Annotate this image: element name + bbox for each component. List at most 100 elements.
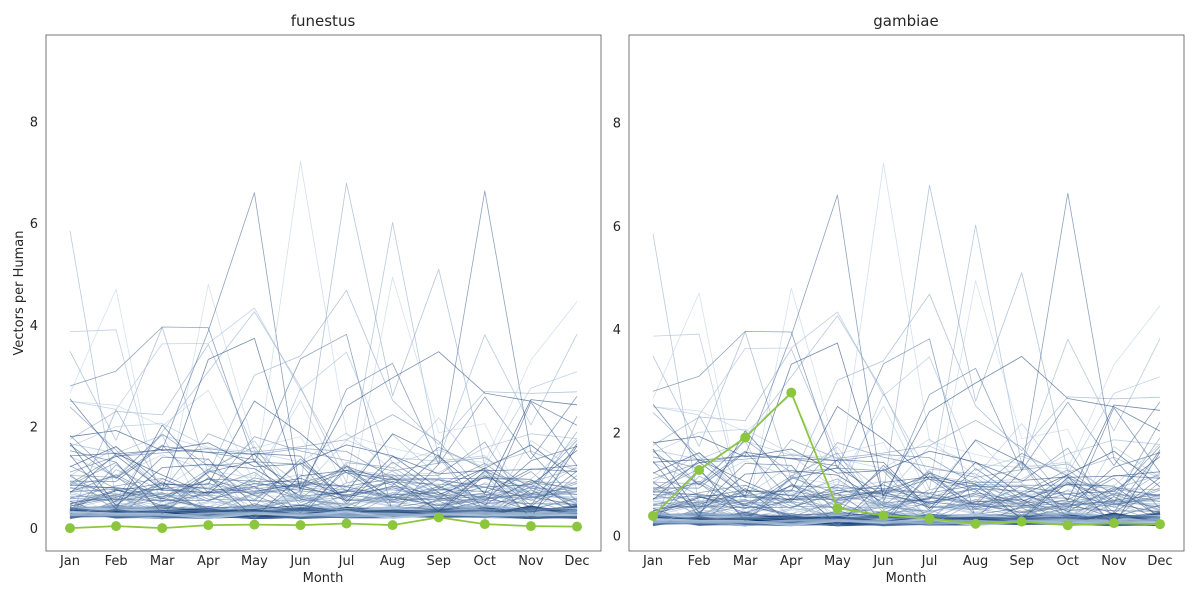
- x-axis-label: Month: [886, 571, 927, 586]
- background-series-line: [652, 224, 1161, 507]
- background-series-line: [652, 163, 1161, 491]
- background-series-group: [652, 163, 1161, 527]
- y-tick-label: 6: [613, 220, 621, 235]
- highlight-point: [479, 519, 490, 530]
- background-series-line: [652, 445, 1161, 526]
- x-tick-label: Feb: [688, 554, 711, 569]
- y-tick-label: 2: [613, 426, 621, 441]
- background-series-line: [652, 451, 1161, 526]
- background-series-line: [652, 342, 1161, 497]
- background-series-line: [69, 445, 578, 519]
- background-series-line: [69, 450, 578, 515]
- background-series-line: [69, 222, 578, 500]
- x-tick-label: Jun: [872, 554, 893, 569]
- highlight-series-group: [65, 512, 582, 534]
- highlight-point: [740, 432, 751, 443]
- x-tick-label: Jul: [921, 554, 938, 569]
- background-series-line: [69, 439, 578, 519]
- background-series-line: [69, 430, 578, 489]
- background-series-line: [69, 489, 578, 519]
- background-series-line: [69, 399, 578, 507]
- highlight-point: [970, 518, 981, 529]
- x-tick-label: May: [241, 554, 268, 569]
- background-series-line: [69, 475, 578, 511]
- x-tick-label: Jul: [338, 554, 355, 569]
- highlight-point: [832, 503, 843, 514]
- background-series-line: [652, 430, 1161, 526]
- background-series-line: [652, 449, 1161, 513]
- highlight-point: [433, 512, 444, 523]
- x-tick-label: Aug: [380, 554, 405, 569]
- x-tick-label: Sep: [426, 554, 451, 569]
- x-tick-labels: Jan Feb Mar Apr May Jun Jul Aug Sep Oct Nov Dec: [642, 554, 1173, 569]
- y-tick-label: 2: [30, 420, 38, 435]
- highlight-point: [924, 513, 935, 524]
- panel-title: gambiae: [873, 12, 938, 30]
- plot-frame: [628, 34, 1185, 552]
- y-tick-label: 0: [613, 530, 621, 545]
- background-series-line: [652, 293, 1161, 481]
- highlight-point: [387, 520, 398, 531]
- x-tick-label: Dec: [1147, 554, 1172, 569]
- background-series-group: [69, 161, 578, 520]
- highlight-point: [1155, 519, 1165, 530]
- y-tick-labels: 0 2 4 6 8: [613, 117, 621, 545]
- y-tick-label: 0: [30, 522, 38, 537]
- x-tick-label: Mar: [733, 554, 758, 569]
- y-tick-label: 4: [30, 319, 38, 334]
- x-tick-label: Apr: [780, 554, 803, 569]
- background-series-line: [69, 443, 578, 506]
- background-series-line: [69, 504, 578, 514]
- background-series-line: [652, 518, 1161, 525]
- highlight-point: [341, 518, 352, 529]
- y-tick-label: 8: [613, 117, 621, 132]
- highlight-point: [878, 510, 889, 521]
- highlight-point: [1016, 516, 1027, 527]
- x-tick-label: Aug: [963, 554, 988, 569]
- highlight-point: [111, 521, 122, 532]
- x-tick-label: Apr: [197, 554, 220, 569]
- highlight-point: [1108, 518, 1119, 529]
- background-series-line: [69, 326, 578, 514]
- panel-gambiae: gambiae Month Jan Feb Mar Apr May Jun Jul Aug Se…: [613, 12, 1185, 586]
- x-tick-label: Nov: [518, 554, 544, 569]
- x-tick-label: Feb: [105, 554, 128, 569]
- x-tick-label: Jun: [289, 554, 310, 569]
- plot-frame: [45, 34, 602, 552]
- background-series-line: [652, 331, 1161, 521]
- background-series-line: [69, 338, 578, 490]
- x-tick-label: Jan: [642, 554, 663, 569]
- x-tick-label: Nov: [1101, 554, 1127, 569]
- highlight-point: [648, 510, 658, 521]
- highlight-point: [1062, 520, 1073, 531]
- highlight-point: [694, 465, 705, 475]
- background-series-line: [652, 439, 1161, 521]
- x-tick-label: Oct: [474, 554, 496, 569]
- background-series-line: [652, 184, 1161, 493]
- background-series-line: [69, 433, 578, 514]
- highlight-point: [203, 520, 214, 531]
- y-tick-label: 6: [30, 217, 38, 232]
- background-series-line: [652, 404, 1161, 514]
- background-series-line: [69, 511, 578, 518]
- background-series-line: [652, 496, 1161, 526]
- panel-funestus: funestus Month Vectors per Human Jan Feb M…: [12, 12, 602, 586]
- background-series-line: [69, 182, 578, 486]
- highlight-series-line: [652, 391, 1161, 527]
- y-tick-label: 4: [613, 323, 621, 338]
- background-series-line: [652, 436, 1161, 496]
- highlight-point: [525, 521, 536, 532]
- x-tick-label: Oct: [1057, 554, 1079, 569]
- background-series-line: [69, 289, 578, 474]
- highlight-series-group: [648, 387, 1165, 531]
- highlight-point: [572, 521, 582, 532]
- highlight-point: [249, 519, 260, 530]
- x-axis-label: Month: [303, 571, 344, 586]
- x-tick-label: Jan: [59, 554, 80, 569]
- x-tick-label: May: [824, 554, 851, 569]
- background-series-line: [69, 424, 578, 519]
- highlight-point: [786, 387, 797, 398]
- y-tick-labels: 0 2 4 6 8: [30, 115, 38, 537]
- y-axis-label: Vectors per Human: [12, 231, 27, 356]
- x-tick-label: Sep: [1009, 554, 1034, 569]
